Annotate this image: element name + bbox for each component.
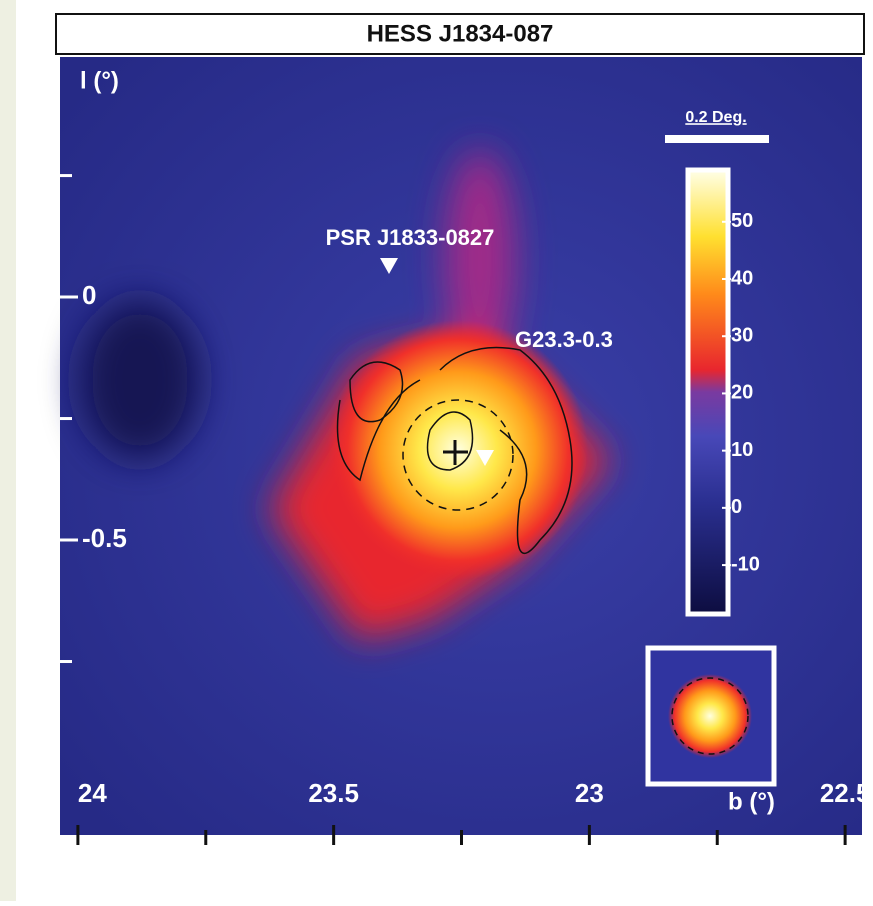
colorbar — [685, 167, 731, 617]
x-tick-label: 22.5 — [820, 778, 871, 808]
x-label: b (°) — [728, 788, 775, 815]
title: HESS J1834-087 — [367, 20, 554, 47]
fit-circle — [402, 399, 514, 511]
colorbar-tick-label: 40 — [731, 267, 753, 289]
x-tick-label: 23.5 — [308, 778, 359, 808]
x-tick-label: 24 — [78, 778, 107, 808]
annotation: G23.3-0.3 — [515, 327, 613, 352]
psr-marker — [380, 258, 398, 274]
scale-bar — [665, 135, 769, 143]
contours — [336, 346, 573, 554]
colorbar-tick-label: 20 — [731, 382, 753, 404]
colorbar-tick-label: 50 — [731, 210, 753, 232]
scale-label: 0.2 Deg. — [685, 109, 746, 126]
title-box — [55, 13, 865, 55]
y-tick-label: -0.5 — [82, 523, 127, 553]
colorbar-tick-label: 30 — [731, 324, 753, 346]
marker — [476, 450, 494, 466]
page-margin — [0, 0, 16, 901]
y-label: l (°) — [80, 67, 119, 94]
emission-core — [328, 320, 588, 580]
centroid — [443, 440, 468, 465]
colorbar-tick-label: -10 — [731, 553, 760, 575]
y-tick-label: 0 — [82, 280, 96, 310]
psf-circle — [671, 677, 749, 755]
colorbar-tick-label: 0 — [731, 496, 742, 518]
x-tick-label: 23 — [575, 778, 604, 808]
colorbar-tick-label: 10 — [731, 439, 753, 461]
psf — [668, 674, 752, 758]
annotation: PSR J1833-0827 — [326, 225, 495, 250]
